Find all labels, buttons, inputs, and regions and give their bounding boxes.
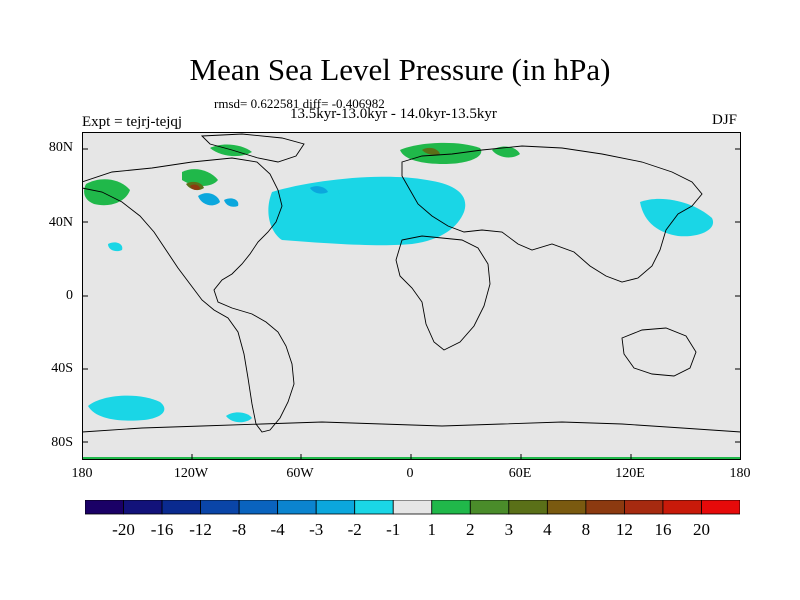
period-line: 13.5kyr-13.0kyr - 14.0kyr-13.5kyr (290, 106, 497, 122)
colorbar-label: 16 (654, 520, 672, 539)
colorbar (85, 500, 740, 515)
colorbar-swatch (585, 500, 625, 515)
colorbar-swatch (431, 500, 471, 515)
arctic-canada-high (182, 169, 218, 186)
colorbar-label: -3 (309, 520, 324, 539)
experiment-label: Expt = tejrj-tejqj (82, 114, 183, 130)
north-atlantic-low (268, 176, 466, 246)
colorbar-swatch (238, 500, 279, 515)
lon-tick-180w: 180 (71, 466, 93, 481)
colorbar-label: -20 (112, 520, 135, 539)
alaska-high (84, 179, 130, 206)
plot-title: Mean Sea Level Pressure (in hPa) (189, 52, 611, 87)
australia-coast (621, 327, 697, 377)
colorbar-swatch (546, 500, 587, 515)
lat-tick-40n: 40N (48, 215, 73, 230)
colorbar-swatch (354, 500, 394, 515)
colorbar-swatch (392, 500, 433, 515)
colorbar-label: -16 (150, 520, 174, 539)
colorbar-label: 4 (543, 520, 552, 539)
negative-anomaly-fields (88, 176, 714, 423)
lat-tick-0: 0 (66, 288, 73, 303)
colorbar-swatch (315, 500, 356, 515)
lat-tick-80s: 80S (51, 435, 73, 450)
colorbar-swatch (662, 500, 702, 515)
canada-core-2 (224, 198, 239, 207)
antarctica-coast (82, 421, 741, 433)
east-siberia-high (492, 146, 520, 158)
colorbar-label: -1 (386, 520, 401, 539)
colorbar-label: 1 (427, 520, 437, 539)
canada-core-1 (198, 193, 220, 206)
colorbar-swatch (85, 500, 124, 515)
colorbar-label: -8 (232, 520, 247, 539)
siberia-high (400, 142, 482, 164)
colorbar-label: -2 (347, 520, 362, 539)
colorbar-swatch (200, 500, 240, 515)
lat-tick-40s: 40S (51, 361, 73, 376)
eurasia-coast (401, 145, 703, 283)
colorbar-label: -12 (189, 520, 212, 539)
americas-coast (82, 157, 295, 433)
colorbar-swatch (701, 500, 740, 515)
lat-tick-80n: 80N (48, 140, 73, 155)
labrador-core (310, 186, 328, 194)
colorbar-label: 2 (466, 520, 475, 539)
greenland-coast (200, 133, 305, 163)
colorbar-swatch (469, 500, 510, 515)
negative-core-fields (198, 186, 328, 207)
siberia-positive-core (422, 147, 440, 155)
colorbar-label: 3 (504, 520, 514, 539)
colorbar-swatch (277, 500, 317, 515)
colorbar-swatch (508, 500, 548, 515)
map-panel (82, 132, 741, 460)
canada-strong-core (190, 184, 200, 190)
colorbar-label: 8 (581, 520, 591, 539)
south-atlantic-low (226, 412, 252, 423)
africa-coast (395, 235, 491, 351)
lon-tick-120e: 120E (615, 466, 645, 481)
map-frame (82, 132, 741, 460)
colorbar-label: -4 (270, 520, 285, 539)
lon-tick-0: 0 (406, 466, 414, 481)
colorbar-swatch (624, 500, 664, 515)
north-pacific-low (640, 198, 714, 237)
lon-tick-60e: 60E (508, 466, 532, 481)
season-label: DJF (712, 112, 738, 128)
lon-tick-180e: 180 (729, 466, 751, 481)
colorbar-swatch (161, 500, 201, 515)
lon-tick-60w: 60W (286, 466, 314, 481)
stats-line: rmsd= 0.622581 diff= -0.406982 (214, 96, 385, 111)
colorbar-label: 12 (615, 520, 633, 539)
colorbar-label: 20 (692, 520, 710, 539)
pacific-small-low (108, 242, 123, 252)
colorbar-swatch (123, 500, 163, 515)
south-pacific-low (88, 395, 165, 421)
positive-anomaly-fields (84, 142, 520, 206)
lon-tick-120w: 120W (173, 466, 209, 481)
strong-positive-core (190, 184, 200, 190)
